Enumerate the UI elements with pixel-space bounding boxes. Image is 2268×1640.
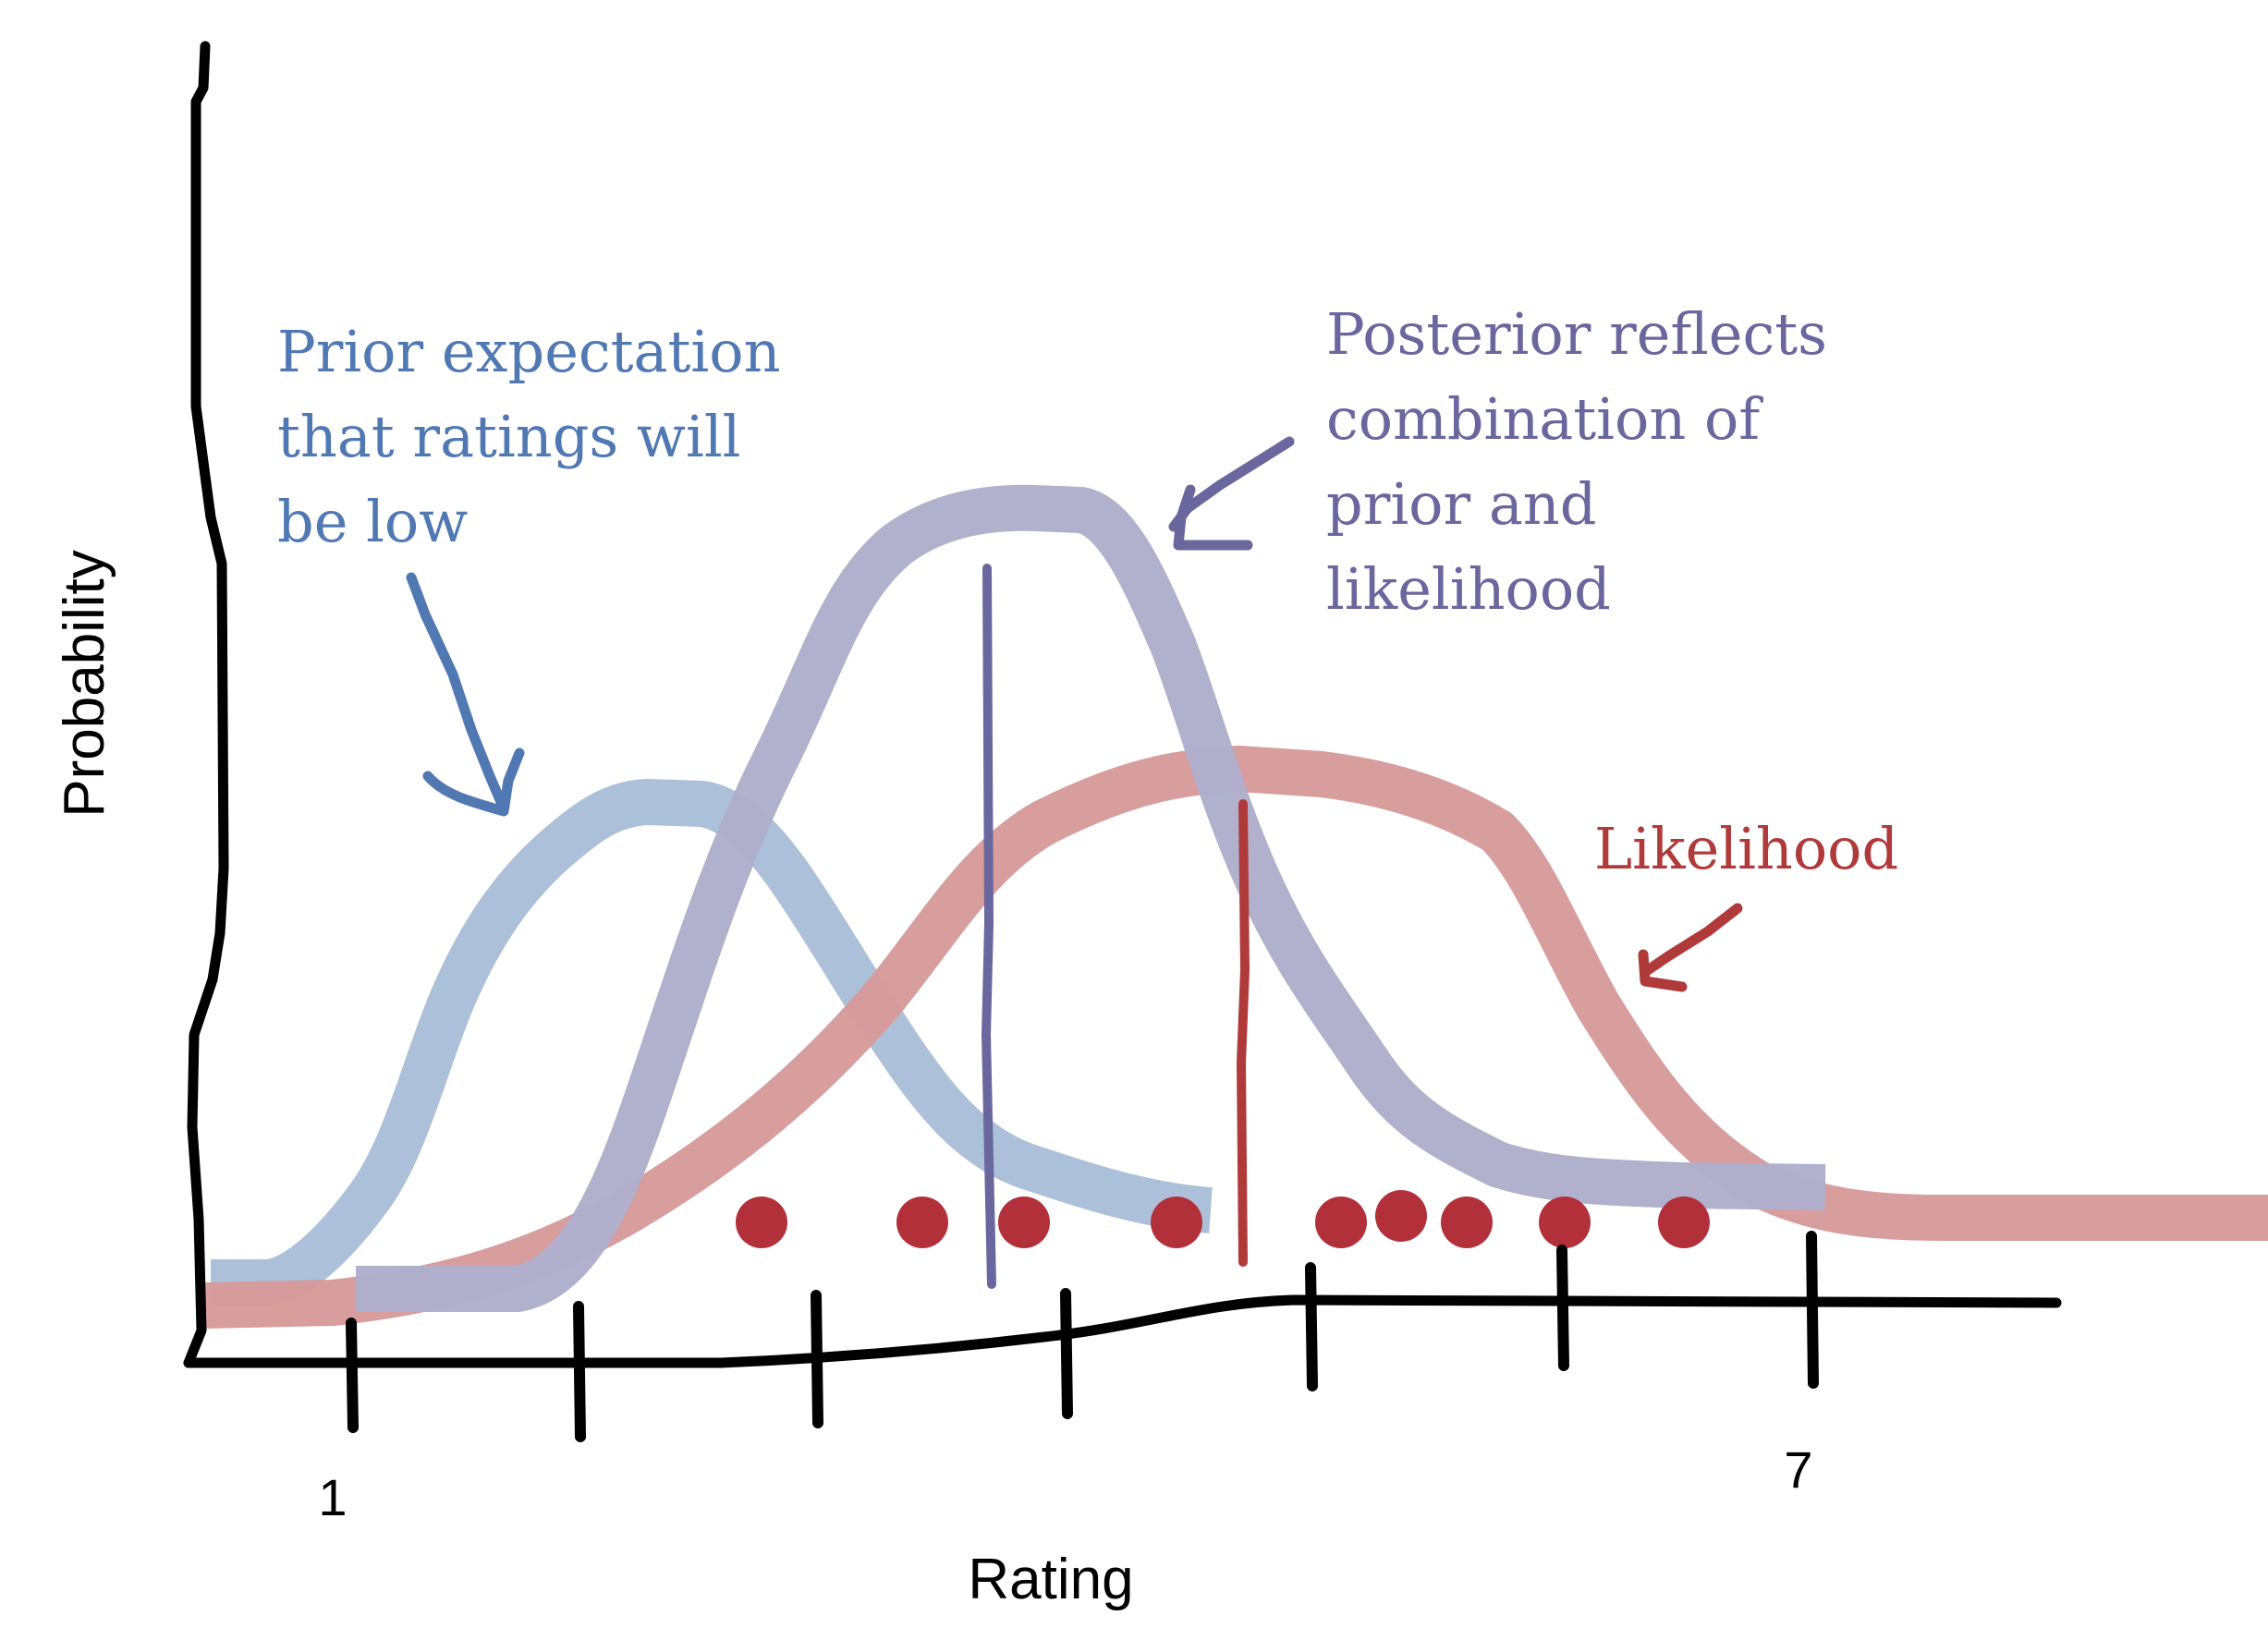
likelihood-arrow-head <box>1638 949 1688 992</box>
data-points <box>736 1190 1710 1248</box>
x-ticks <box>346 1231 1819 1442</box>
x-tick <box>1305 1262 1318 1391</box>
data-point <box>1441 1197 1493 1248</box>
posterior-annotation: Posterior reflects combination of prior … <box>1326 300 1827 623</box>
likelihood-mean-line <box>1236 799 1250 1267</box>
likelihood-arrow-shaft <box>1640 903 1743 978</box>
data-point <box>1539 1197 1591 1248</box>
x-tick <box>811 1290 823 1428</box>
posterior-annotation-line: combination of <box>1326 385 1763 453</box>
prior-annotation-line: be low <box>277 488 468 555</box>
prior-annotation-line: that ratings will <box>277 403 740 470</box>
data-point <box>998 1197 1050 1248</box>
x-tick <box>1556 1245 1569 1371</box>
prior-arrow-head <box>422 747 525 817</box>
posterior-arrow-shaft <box>1168 436 1295 532</box>
posterior-annotation-line: prior and <box>1326 470 1596 538</box>
prior-annotation: Prior expectation that ratings will be l… <box>277 318 781 555</box>
prior-arrow-shaft <box>406 572 509 814</box>
data-point <box>1315 1197 1367 1248</box>
posterior-annotation-line: likelihood <box>1326 555 1611 623</box>
y-axis-title: Probability <box>53 550 116 817</box>
data-point <box>896 1197 948 1248</box>
posterior-curve <box>356 484 1826 1312</box>
x-tick <box>573 1301 586 1442</box>
x-tick-label-last: 7 <box>1784 1440 1812 1499</box>
x-tick <box>1806 1231 1819 1389</box>
data-point <box>736 1197 787 1248</box>
x-axis-title: Rating <box>968 1548 1133 1611</box>
x-tick <box>346 1318 359 1433</box>
x-tick-label-first: 1 <box>318 1468 347 1526</box>
x-axis <box>183 1294 2062 1368</box>
likelihood-annotation: Likelihood <box>1594 815 1898 882</box>
data-point <box>1375 1190 1427 1242</box>
x-tick <box>1060 1288 1073 1419</box>
posterior-arrow-head <box>1173 484 1253 551</box>
data-point <box>1151 1197 1202 1248</box>
posterior-mean-line <box>981 564 996 1289</box>
posterior-annotation-line: Posterior reflects <box>1326 300 1827 368</box>
prior-annotation-line: Prior expectation <box>277 318 781 385</box>
data-point <box>1658 1197 1710 1248</box>
y-axis <box>183 41 229 1368</box>
